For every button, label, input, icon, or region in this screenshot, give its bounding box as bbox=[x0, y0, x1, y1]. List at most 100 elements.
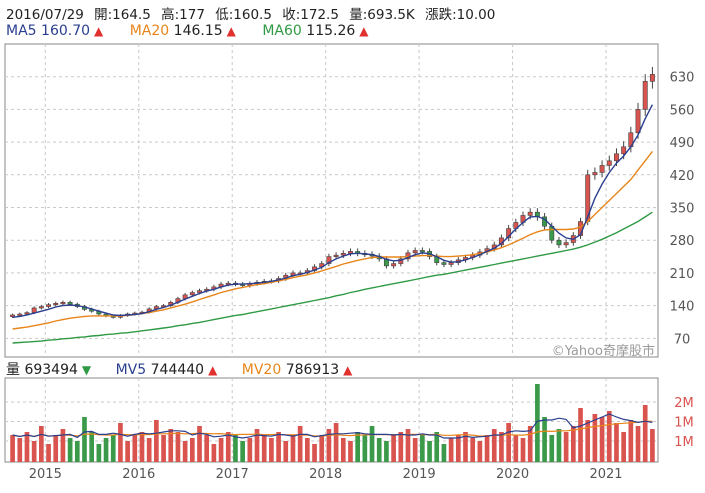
volume-bar bbox=[89, 432, 95, 462]
volume-bar bbox=[427, 441, 432, 462]
x-tick-label-2020: 2020 bbox=[496, 467, 529, 482]
volume-bar bbox=[348, 441, 353, 462]
candle-body bbox=[38, 306, 44, 309]
volume-bar bbox=[506, 423, 511, 462]
volume-bar bbox=[592, 414, 598, 462]
ma5-value: 160.70 bbox=[41, 23, 91, 39]
mv5-legend: MV5 744440 ▲ bbox=[116, 362, 222, 378]
y-tick-label-420: 420 bbox=[670, 169, 695, 184]
volume-tick-label: 2M bbox=[674, 396, 694, 411]
x-tick-label-2021: 2021 bbox=[589, 467, 622, 482]
volume-bar bbox=[290, 435, 296, 462]
y-tick-label-490: 490 bbox=[670, 136, 695, 151]
candle-body bbox=[60, 302, 66, 305]
x-tick-label-2015: 2015 bbox=[29, 467, 62, 482]
volume-bar bbox=[405, 429, 411, 462]
volume-label: 量 bbox=[6, 362, 20, 378]
volume-bar bbox=[67, 438, 73, 462]
candle-body bbox=[606, 160, 612, 166]
header-date: 2016/07/29 bbox=[6, 7, 84, 23]
mv5-line bbox=[12, 413, 653, 439]
volume-bar bbox=[384, 441, 389, 462]
x-tick-label-2018: 2018 bbox=[309, 467, 342, 482]
volume-bar bbox=[441, 444, 447, 462]
volume-bar bbox=[269, 438, 274, 462]
price-plot-frame bbox=[4, 43, 659, 358]
volume-plot-frame bbox=[4, 377, 659, 463]
volume-bar bbox=[578, 408, 583, 462]
candle-body bbox=[398, 258, 404, 264]
volume-bar bbox=[312, 444, 317, 462]
header-volume: 量:693.5K bbox=[349, 7, 415, 23]
volume-bar bbox=[563, 432, 569, 462]
triangle-down-icon: ▼ bbox=[81, 363, 92, 377]
volume-bar bbox=[161, 435, 166, 462]
candle-body bbox=[333, 254, 339, 257]
volume-bar bbox=[10, 435, 15, 462]
volume-bar bbox=[391, 435, 396, 462]
candle-body bbox=[649, 74, 655, 82]
volume-bar bbox=[103, 438, 109, 462]
candle-body bbox=[599, 165, 605, 173]
volume-bar bbox=[333, 423, 339, 462]
triangle-up-icon: ▲ bbox=[359, 24, 369, 38]
volume-bar bbox=[635, 426, 641, 462]
volume-bar bbox=[96, 444, 102, 462]
candle-body bbox=[340, 252, 346, 256]
volume-bar bbox=[642, 405, 648, 462]
volume-bar bbox=[621, 432, 626, 462]
volume-bar bbox=[628, 420, 634, 462]
volume-bar bbox=[527, 426, 533, 462]
volume-bar bbox=[125, 441, 130, 462]
candle-body bbox=[53, 302, 59, 306]
volume-bar bbox=[175, 432, 181, 462]
volume-bar bbox=[247, 438, 253, 462]
ma20-label: MA20 bbox=[129, 23, 170, 39]
volume-bar bbox=[477, 441, 483, 462]
candle-body bbox=[441, 262, 447, 265]
volume-bar bbox=[420, 435, 425, 462]
candle-body bbox=[635, 109, 641, 134]
volume-bar bbox=[110, 435, 116, 462]
header-close: 收:172.5 bbox=[282, 7, 339, 23]
volume-bar bbox=[154, 420, 159, 462]
candle-body bbox=[326, 256, 332, 264]
volume-bar bbox=[470, 438, 476, 462]
volume-bar bbox=[204, 435, 210, 462]
ma60-legend: MA60 115.26 ▲ bbox=[262, 23, 368, 39]
ma5-label: MA5 bbox=[6, 23, 37, 39]
volume-bar bbox=[340, 438, 346, 462]
mv5-label: MV5 bbox=[115, 362, 147, 378]
y-tick-label-210: 210 bbox=[670, 267, 695, 282]
yahoo-watermark: ©Yahoo奇摩股市 bbox=[551, 344, 655, 359]
volume-bar bbox=[240, 441, 245, 462]
volume-legend: 量 693494 ▼ MV5 744440 ▲ MV20 786913 ▲ bbox=[6, 359, 372, 379]
volume-bar bbox=[499, 432, 504, 462]
volume-bar bbox=[118, 423, 123, 462]
volume-bar bbox=[650, 429, 655, 462]
volume-bar bbox=[254, 429, 260, 462]
x-tick-label-2016: 2016 bbox=[122, 467, 155, 482]
volume-bar bbox=[168, 429, 174, 462]
candle-body bbox=[556, 239, 562, 246]
volume-bar bbox=[17, 438, 23, 462]
volume-bar bbox=[189, 438, 195, 462]
volume-bar bbox=[491, 429, 497, 462]
ma20-legend: MA20 146.15 ▲ bbox=[130, 23, 241, 39]
candle-body bbox=[448, 262, 454, 265]
triangle-up-icon: ▲ bbox=[94, 24, 104, 38]
volume-bar bbox=[606, 411, 612, 462]
ma60-line bbox=[12, 211, 653, 344]
volume-tick-label: 1M bbox=[674, 416, 694, 431]
volume-bar bbox=[39, 426, 44, 462]
ma60-value: 115.26 bbox=[306, 23, 356, 39]
y-tick-label-70: 70 bbox=[674, 332, 691, 347]
candle-body bbox=[24, 312, 30, 315]
ma20-value: 146.15 bbox=[173, 23, 223, 39]
volume-bar bbox=[46, 444, 51, 462]
volume-bar bbox=[53, 435, 59, 462]
volume-bar bbox=[319, 435, 325, 462]
y-tick-label-140: 140 bbox=[670, 300, 695, 315]
volume-bar bbox=[614, 423, 619, 462]
